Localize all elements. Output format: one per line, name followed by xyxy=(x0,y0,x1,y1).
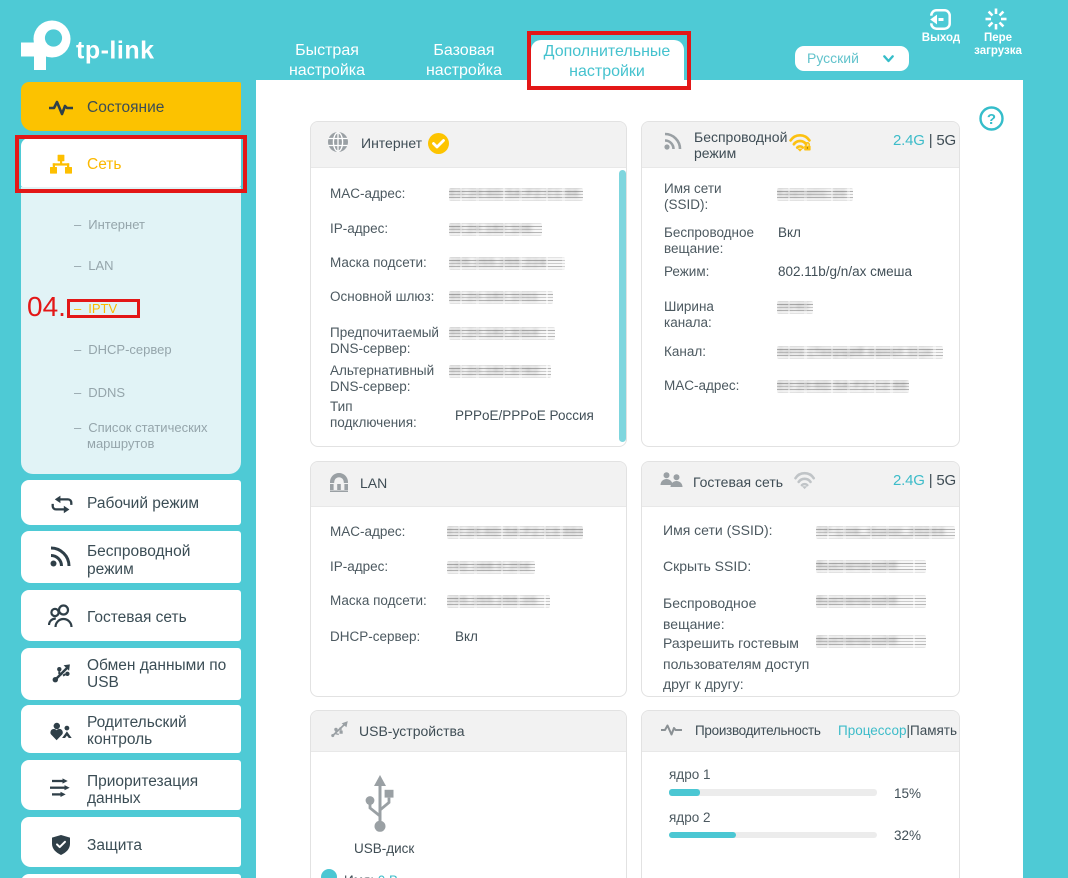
svg-text:tp-link: tp-link xyxy=(76,37,155,65)
svg-text:?: ? xyxy=(987,111,996,128)
